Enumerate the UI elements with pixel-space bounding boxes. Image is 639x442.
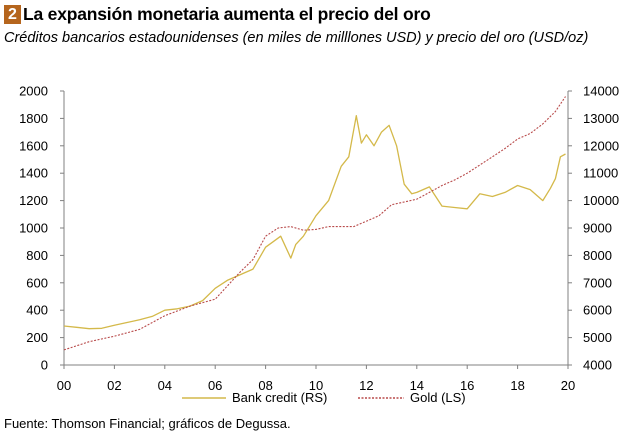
chart-subtitle: Créditos bancarios estadounidenses (en m…: [4, 30, 589, 46]
left-y-tick-label: 600: [26, 275, 48, 290]
right-y-tick-label: 10000: [583, 193, 619, 208]
left-y-tick-label: 200: [26, 330, 48, 345]
right-y-tick-label: 5000: [583, 330, 612, 345]
left-y-tick-label: 2000: [19, 84, 48, 99]
gold-line: [63, 96, 566, 351]
x-tick-label: 10: [309, 378, 323, 393]
right-y-tick-label: 7000: [583, 275, 612, 290]
figure-number-badge: 2: [4, 5, 21, 24]
legend-label: Bank credit (RS): [232, 390, 327, 405]
right-y-tick-label: 12000: [583, 138, 619, 153]
x-tick-label: 00: [57, 378, 71, 393]
x-tick-label: 16: [460, 378, 474, 393]
left-y-tick-label: 400: [26, 303, 48, 318]
chart-title: La expansión monetaria aumenta el precio…: [23, 4, 431, 24]
x-tick-label: 14: [410, 378, 424, 393]
x-tick-label: 06: [208, 378, 222, 393]
right-y-tick-label: 8000: [583, 248, 612, 263]
x-tick-label: 04: [158, 378, 172, 393]
right-y-tick-label: 6000: [583, 303, 612, 318]
x-tick-label: 20: [561, 378, 575, 393]
x-tick-label: 12: [359, 378, 373, 393]
right-y-tick-label: 11000: [583, 166, 618, 181]
bank-credit-line: [63, 115, 566, 330]
x-tick-label: 08: [258, 378, 272, 393]
legend-label: Gold (LS): [410, 390, 466, 405]
right-y-tick-label: 4000: [583, 358, 612, 373]
x-tick-label: 18: [510, 378, 524, 393]
left-y-tick-label: 1400: [19, 166, 48, 181]
right-y-tick-label: 14000: [583, 84, 619, 99]
left-y-tick-label: 800: [26, 248, 48, 263]
left-y-tick-label: 1600: [19, 138, 48, 153]
left-y-tick-label: 1800: [19, 111, 48, 126]
source-note: Fuente: Thomson Financial; gráficos de D…: [4, 416, 291, 431]
left-y-tick-label: 1200: [19, 193, 48, 208]
right-y-tick-label: 9000: [583, 221, 612, 236]
left-y-tick-label: 1000: [19, 221, 48, 236]
left-y-tick-label: 0: [41, 358, 48, 373]
title-row: 2 La expansión monetaria aumenta el prec…: [4, 4, 431, 25]
right-y-tick-label: 13000: [583, 111, 619, 126]
x-tick-label: 02: [107, 378, 121, 393]
